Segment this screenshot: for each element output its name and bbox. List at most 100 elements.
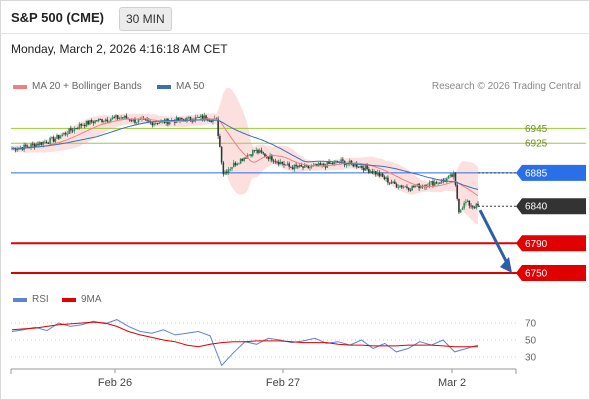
- candle-body: [390, 182, 393, 184]
- rsi-line: [11, 319, 479, 367]
- candle-body: [180, 117, 183, 120]
- candle-body: [103, 121, 105, 122]
- candle-body: [452, 172, 455, 177]
- candle-body: [158, 122, 161, 124]
- candle-body: [340, 159, 342, 163]
- timeframe-button[interactable]: 30 MIN: [119, 7, 172, 31]
- candle-body: [465, 201, 467, 204]
- candle-body: [447, 175, 450, 179]
- candle-body: [125, 115, 128, 119]
- candle-body: [373, 171, 375, 174]
- candle-body: [96, 120, 98, 122]
- candle-body: [267, 156, 270, 160]
- ma50-swatch: [157, 84, 171, 89]
- candle-body: [342, 159, 344, 161]
- candle-body: [241, 158, 244, 161]
- candle-body: [310, 165, 313, 168]
- bollinger-band-area: [12, 87, 478, 225]
- candle-body: [463, 203, 465, 209]
- candle-body: [458, 198, 460, 213]
- candle-body: [186, 117, 188, 122]
- candle-body: [269, 155, 271, 160]
- candle-body: [70, 128, 72, 131]
- candle-body: [30, 143, 32, 148]
- instrument-title: S&P 500 (CME): [11, 10, 104, 25]
- candle-body: [331, 163, 334, 165]
- candle-body: [251, 150, 254, 156]
- candle-body: [253, 150, 256, 152]
- candle-body: [354, 163, 356, 167]
- candle-body: [258, 150, 261, 154]
- candle-body: [194, 117, 197, 121]
- candle-body: [433, 182, 436, 186]
- candle-body: [413, 185, 415, 188]
- candle-body: [19, 147, 22, 149]
- candle-body: [362, 168, 365, 171]
- candle-body: [439, 182, 441, 184]
- candle-body: [272, 160, 275, 162]
- candle-body: [77, 128, 79, 130]
- candle-body: [392, 181, 394, 184]
- ma20-swatch: [13, 84, 27, 89]
- rsi-tick-label: 30: [525, 353, 537, 364]
- rsi-9ma-line: [11, 321, 478, 348]
- level-tag-6840: [516, 198, 586, 215]
- candle-body: [106, 119, 109, 122]
- candle-body: [328, 161, 330, 164]
- candle-body: [108, 121, 110, 123]
- candle-body: [38, 142, 41, 146]
- candle-body: [229, 168, 232, 170]
- candle-body: [238, 163, 240, 165]
- candle-body: [260, 150, 263, 153]
- candle-body: [456, 184, 459, 199]
- candle-body: [297, 166, 299, 168]
- candle-body: [120, 117, 122, 119]
- candle-body: [94, 120, 96, 123]
- candle-body: [326, 161, 329, 168]
- legend-9ma: 9MA: [62, 294, 102, 305]
- candle-body: [232, 162, 235, 168]
- candle-body: [33, 144, 36, 148]
- candle-body: [279, 161, 282, 165]
- candle-body: [281, 161, 284, 164]
- candle-body: [25, 144, 27, 147]
- candle-body: [420, 186, 422, 189]
- candle-body: [257, 149, 259, 154]
- candle-body: [298, 164, 301, 168]
- candle-body: [28, 146, 31, 148]
- candle-body: [248, 154, 251, 156]
- candle-body: [116, 115, 119, 119]
- candle-body: [26, 146, 29, 148]
- candle-body: [168, 121, 171, 125]
- candle-body: [345, 163, 348, 166]
- candle-body: [451, 174, 453, 177]
- projection-arrow-shaft: [478, 209, 509, 264]
- candle-body: [61, 134, 64, 137]
- candle-body: [255, 149, 258, 151]
- candle-body: [177, 117, 180, 121]
- candle-body: [309, 167, 311, 169]
- x-tick-label: Mar 2: [438, 377, 466, 389]
- candle-body: [355, 163, 358, 168]
- candle-body: [123, 115, 126, 118]
- candle-body: [243, 157, 245, 161]
- candle-body: [109, 119, 112, 122]
- candle-body: [135, 122, 138, 124]
- candle-body: [113, 117, 116, 119]
- candle-body: [364, 165, 367, 171]
- candle-body: [449, 174, 452, 176]
- candle-body: [435, 182, 438, 184]
- candle-body: [122, 117, 124, 119]
- candle-body: [303, 164, 306, 168]
- candle-body: [115, 115, 117, 118]
- candle-body: [139, 119, 141, 120]
- candle-body: [319, 163, 322, 166]
- candle-body: [406, 186, 408, 188]
- candle-body: [264, 153, 266, 157]
- x-tick-label: Feb 27: [266, 377, 300, 389]
- candle-body: [446, 178, 448, 182]
- candle-body: [99, 118, 102, 120]
- candle-body: [333, 161, 336, 165]
- candle-body: [293, 164, 296, 170]
- candle-body: [82, 125, 84, 126]
